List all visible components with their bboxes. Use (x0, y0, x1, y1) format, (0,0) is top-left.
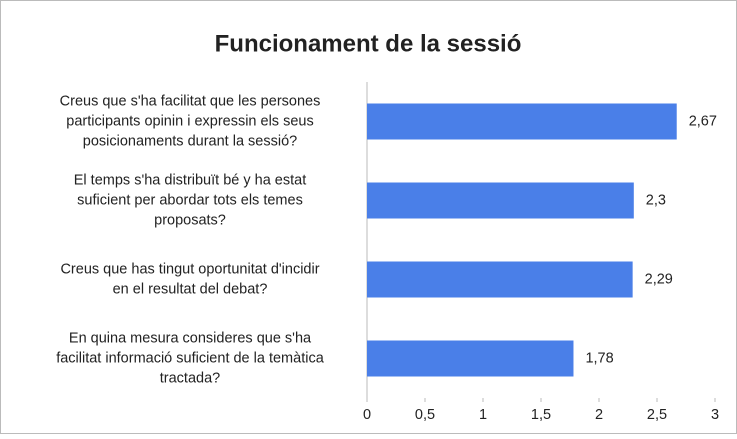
bar (367, 182, 634, 219)
y-tick-label: Creus que s'ha facilitat que les persone… (60, 93, 321, 109)
x-tick-label: 1,5 (531, 407, 551, 423)
x-tick-label: 0 (363, 407, 371, 423)
y-tick-label: tractada? (160, 370, 220, 386)
value-label: 2,3 (646, 192, 666, 208)
y-tick-label: participants opinin i expressin els seus (66, 113, 313, 129)
x-tick-label: 2 (595, 407, 603, 423)
bar (367, 103, 677, 140)
value-label: 2,67 (689, 113, 717, 129)
value-label: 2,29 (645, 271, 673, 287)
bar (367, 261, 633, 298)
x-tick-label: 3 (711, 407, 719, 423)
y-tick-label: proposats? (154, 212, 226, 228)
y-tick-label: El temps s'ha distribuït bé y ha estat (74, 172, 306, 188)
bar (367, 340, 574, 377)
y-tick-label: Creus que has tingut oportunitat d'incid… (60, 261, 319, 277)
x-tick-label: 0,5 (415, 407, 435, 423)
value-label: 1,78 (585, 350, 613, 366)
y-tick-label: en el resultat del debat? (113, 281, 268, 297)
chart-title: Funcionament de la sessió (215, 30, 522, 57)
y-tick-label: facilitat informació suficient de la tem… (56, 350, 324, 366)
y-tick-label: suficient per abordar tots els temes (77, 192, 303, 208)
y-tick-label: posicionaments durant la sessió? (83, 133, 297, 149)
y-tick-label: En quina mesura consideres que s'ha (69, 330, 312, 346)
x-tick-label: 2,5 (647, 407, 667, 423)
x-tick-label: 1 (479, 407, 487, 423)
